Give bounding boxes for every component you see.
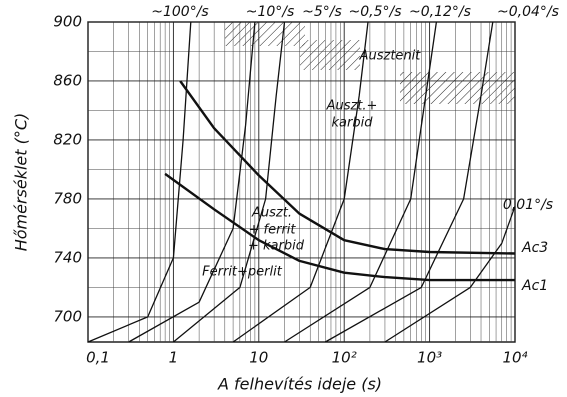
x-tick-label: 10 bbox=[249, 349, 268, 367]
annotation: + karbid bbox=[248, 239, 305, 254]
y-tick-label: 780 bbox=[53, 189, 82, 207]
line-series bbox=[179, 80, 516, 255]
line-series bbox=[128, 21, 256, 343]
series-label: ~100°/s bbox=[151, 4, 208, 20]
y-tick-label: 740 bbox=[53, 248, 82, 266]
line-series bbox=[324, 21, 494, 343]
series-label: ~0,04°/s bbox=[497, 4, 559, 20]
series-label: ~5°/s bbox=[302, 4, 342, 20]
line-series bbox=[172, 21, 286, 343]
series-label: Ac3 bbox=[521, 240, 548, 256]
annotation: Ausztenit bbox=[359, 49, 422, 64]
series-label: Ac1 bbox=[521, 278, 548, 294]
x-axis-label: A felhevítés ideje (s) bbox=[217, 375, 382, 394]
y-tick-label: 700 bbox=[53, 307, 82, 325]
x-tick-label: 10⁴ bbox=[502, 349, 527, 367]
x-tick-label: 1 bbox=[169, 349, 179, 367]
hatched-region bbox=[225, 22, 305, 46]
series-label: ~0,5°/s bbox=[348, 4, 401, 20]
hatched-region bbox=[300, 40, 360, 70]
x-tick-label: 10² bbox=[332, 349, 357, 367]
x-tick-label: 0,1 bbox=[86, 349, 110, 367]
series-label: ~0,12°/s bbox=[409, 4, 471, 20]
hatched-region bbox=[400, 72, 515, 104]
annotation: Auszt.+ bbox=[326, 99, 378, 114]
line-series bbox=[164, 172, 515, 282]
line-series bbox=[284, 21, 438, 343]
series-label: 0,01°/s bbox=[503, 197, 553, 213]
series-label: ~10°/s bbox=[246, 4, 295, 20]
line-series bbox=[384, 206, 516, 343]
x-tick-label: 10³ bbox=[417, 349, 442, 367]
annotation: karbid bbox=[332, 116, 374, 131]
y-tick-label: 860 bbox=[53, 71, 82, 89]
annotation: Auszt. bbox=[251, 206, 292, 221]
line-series bbox=[232, 21, 369, 343]
annotation: Ferrit+perlit bbox=[202, 265, 283, 280]
y-axis-label: Hőmérséklet (°C) bbox=[12, 113, 31, 252]
y-tick-label: 820 bbox=[53, 130, 82, 148]
annotation: + ferrit bbox=[249, 223, 297, 238]
y-tick-label: 900 bbox=[53, 13, 82, 31]
line-series bbox=[87, 21, 192, 343]
